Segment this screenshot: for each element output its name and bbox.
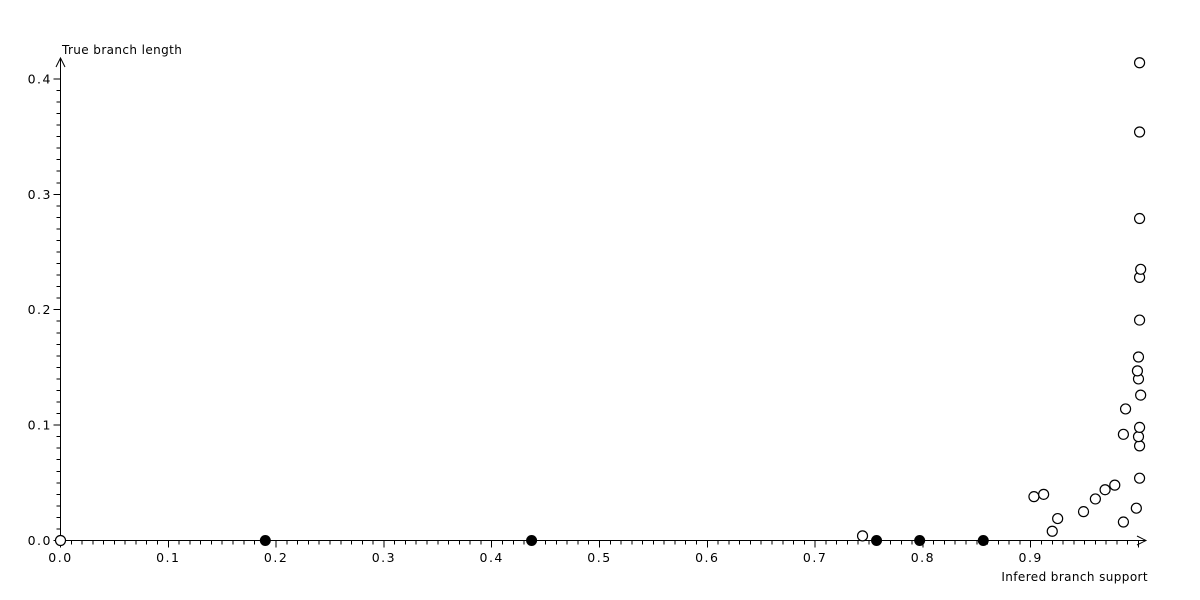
data-point-open <box>1052 512 1064 525</box>
data-points <box>54 57 1147 547</box>
x-axis-arrow <box>1136 535 1148 546</box>
x-tick-label: 0.9 <box>1019 550 1043 565</box>
x-tick-label: 0.2 <box>264 550 288 565</box>
y-tick-label: 0.2 <box>28 302 52 317</box>
series-filled-circles <box>259 535 989 546</box>
data-point-open <box>1038 488 1050 500</box>
data-point-open <box>1117 428 1130 440</box>
data-point-open <box>1028 491 1040 503</box>
data-point-filled <box>259 535 271 546</box>
data-point-open <box>1133 421 1146 434</box>
data-point-open <box>1133 440 1146 452</box>
data-point-open <box>1109 479 1121 491</box>
data-point-open <box>1135 389 1147 401</box>
x-tick-label: 0.1 <box>156 550 180 565</box>
data-point-open <box>1133 212 1146 225</box>
data-point-open <box>1099 484 1111 496</box>
data-point-open <box>1132 351 1145 363</box>
y-tick-label: 0.0 <box>28 533 52 548</box>
data-point-filled <box>977 535 989 546</box>
y-tick-label: 0.4 <box>28 71 52 86</box>
data-point-open <box>1131 365 1144 377</box>
x-tick-label: 0.7 <box>803 550 827 565</box>
x-tick-label: 0.0 <box>48 550 72 565</box>
tick-labels: 0.0 0.1 0.2 0.3 0.4 0.5 0.6 0.7 0.8 0.9 0.0 0.1 0.2 0… <box>28 71 1043 565</box>
series-open-circles <box>54 57 1147 547</box>
data-point-open <box>1133 472 1146 484</box>
axis-arrows <box>55 56 1148 546</box>
data-point-open <box>856 530 869 542</box>
data-point-filled <box>526 535 538 546</box>
y-tick-label: 0.1 <box>28 418 52 433</box>
x-axis-title: Infered branch support <box>1001 570 1148 584</box>
x-tick-label: 0.4 <box>480 550 504 565</box>
x-tick-label: 0.5 <box>587 550 611 565</box>
data-point-open <box>54 534 67 547</box>
data-point-open <box>1130 502 1142 514</box>
data-point-open <box>1133 57 1146 69</box>
data-point-open <box>1089 493 1101 505</box>
data-point-filled <box>914 535 926 546</box>
data-point-open <box>1133 314 1146 326</box>
data-point-open <box>1119 403 1132 415</box>
data-point-filled <box>871 535 883 546</box>
data-point-open <box>1046 525 1058 537</box>
x-tick-label: 0.6 <box>695 550 719 565</box>
data-point-open <box>1077 506 1090 518</box>
axes <box>53 58 1146 548</box>
data-point-open <box>1133 126 1146 138</box>
x-tick-label: 0.3 <box>372 550 396 565</box>
y-tick-label: 0.3 <box>28 187 52 202</box>
x-tick-label: 0.8 <box>911 550 935 565</box>
data-point-open <box>1132 431 1145 443</box>
data-point-open <box>1117 516 1130 528</box>
y-axis-title: True branch length <box>62 43 183 57</box>
y-axis-arrow <box>55 56 66 68</box>
data-point-open <box>1135 263 1147 275</box>
